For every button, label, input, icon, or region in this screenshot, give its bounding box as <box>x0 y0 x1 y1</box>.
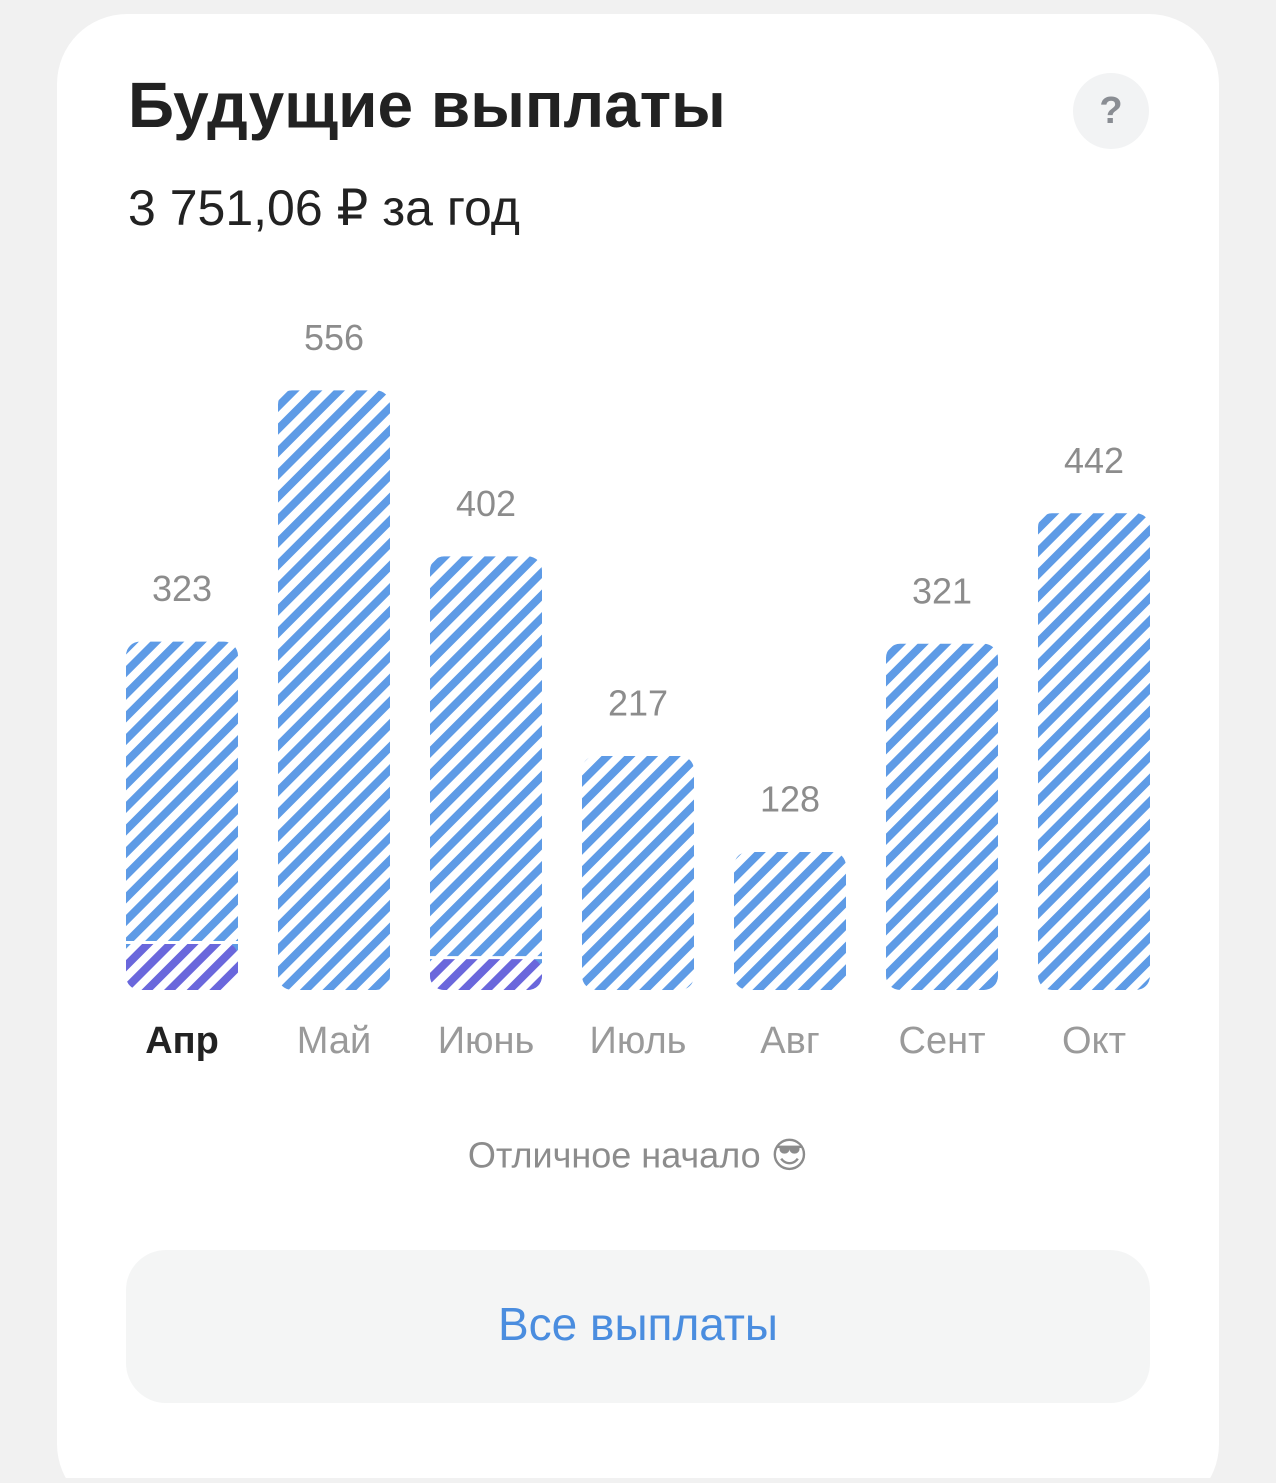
help-circle <box>1073 73 1149 149</box>
month-label: Июль <box>590 1020 687 1062</box>
value-label: 128 <box>760 778 820 819</box>
value-label: 321 <box>912 570 972 611</box>
month-label: Сент <box>899 1020 986 1062</box>
help-icon: ? <box>1099 90 1122 132</box>
button-label: Все выплаты <box>498 1298 778 1350</box>
month-label: Июнь <box>438 1020 535 1062</box>
bar <box>278 390 390 990</box>
annotation: Отличное начало 😎 <box>468 1135 808 1176</box>
bar <box>1038 513 1150 990</box>
card-subtitle: 3 751,06 ₽ за год <box>128 180 520 236</box>
bar <box>886 643 998 990</box>
card <box>57 14 1219 1483</box>
help-button[interactable]: ? <box>1073 73 1149 149</box>
value-label: 217 <box>608 682 668 723</box>
bar <box>126 641 238 990</box>
bar-highlight <box>430 957 542 990</box>
value-label: 442 <box>1064 440 1124 481</box>
bar-highlight <box>126 942 238 990</box>
card-title: Будущие выплаты <box>128 69 726 141</box>
button-bg <box>126 1250 1150 1403</box>
bar <box>430 556 542 990</box>
value-label: 402 <box>456 483 516 524</box>
value-label: 323 <box>152 568 212 609</box>
all-payments-button[interactable]: Все выплаты <box>126 1250 1150 1403</box>
bar <box>582 755 694 990</box>
bar <box>734 851 846 990</box>
plot: 323 Апр 556 Май 402 Июнь 217 Июль 128 Авг 321 Сент 4… <box>126 317 1150 1062</box>
value-label: 556 <box>304 317 364 358</box>
month-label: Авг <box>760 1020 819 1062</box>
month-label: Окт <box>1062 1020 1126 1062</box>
month-label: Апр <box>145 1020 219 1062</box>
month-label: Май <box>297 1020 371 1062</box>
